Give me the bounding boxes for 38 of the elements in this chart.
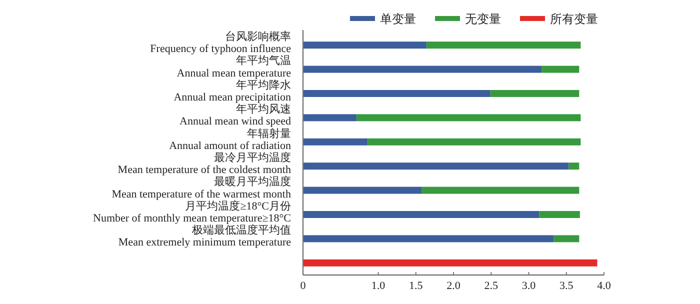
bar <box>554 235 580 242</box>
x-tick-label: 1.0 <box>371 280 386 292</box>
bar <box>542 66 580 73</box>
y-tick-label: 年平均气温 Annual mean temperature <box>176 55 292 80</box>
bar <box>303 186 422 194</box>
bar <box>356 114 581 122</box>
bar <box>303 138 368 146</box>
bar <box>303 211 540 218</box>
x-tick-label: 2.5 <box>484 280 498 292</box>
x-tick-label: 0 <box>300 280 306 292</box>
bar <box>539 211 580 218</box>
x-tick-label: 3.0 <box>522 280 536 292</box>
y-tick-label: 年平均风速 Annual mean wind speed <box>180 102 292 128</box>
x-tick-label: 2.0 <box>446 280 461 292</box>
y-tick-label: 月平均温度≥18°C月份 Number of monthly mean temperature≥18°C <box>93 199 291 224</box>
bar <box>426 42 581 49</box>
legend-label: 所有变量 <box>550 12 598 26</box>
bar <box>568 162 580 170</box>
y-tick-label: 年辐射量 Annual amount of radiation <box>169 126 292 152</box>
bar <box>303 66 542 73</box>
bar <box>303 90 490 97</box>
legend-label: 无变量 <box>465 12 501 26</box>
y-tick-label: 最暖月平均温度 Mean temperature of the warmest month <box>112 175 292 200</box>
bar <box>303 114 356 122</box>
bar <box>490 90 580 97</box>
y-tick-label: 台风影响概率 Frequency of typhoon influence <box>150 30 292 56</box>
bar <box>303 42 426 49</box>
bar <box>368 138 581 146</box>
y-tick-label: 年平均降水 Annual mean precipitation <box>174 78 292 104</box>
x-tick-label: 4.0 <box>597 280 612 292</box>
legend-label: 单变量 <box>380 12 416 26</box>
y-tick-label: 极端最低温度平均值 Mean extremely minimum temperature <box>118 224 292 249</box>
x-tick-label: 3.5 <box>560 280 574 292</box>
x-tick-label: 1.5 <box>409 280 424 292</box>
bar <box>303 235 554 242</box>
y-tick-label: 最冷月平均温度 Mean temperature of the coldest month <box>118 150 292 176</box>
bar <box>422 186 580 194</box>
bar <box>303 162 569 170</box>
